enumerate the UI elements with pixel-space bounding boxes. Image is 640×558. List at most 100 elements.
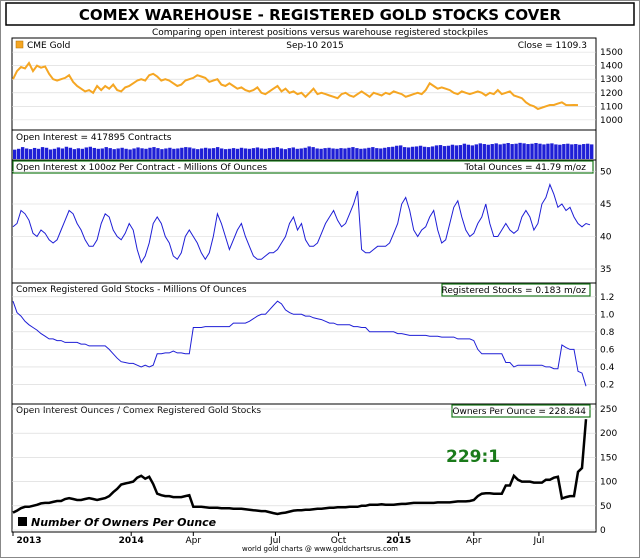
oi-bar	[128, 149, 132, 159]
registered-y-tick-label: 1.2	[600, 293, 614, 303]
oi-bar	[231, 148, 236, 159]
oi-bar	[418, 145, 423, 159]
oi-bar	[494, 143, 498, 159]
oi-bar	[466, 144, 471, 159]
gold-label: CME Gold	[27, 41, 70, 51]
oi-label: Open Interest = 417895 Contracts	[16, 133, 172, 143]
ratio-annotation: 229:1	[446, 447, 500, 467]
oi-bar	[335, 148, 339, 159]
x-tick-label: Apr	[466, 536, 482, 546]
oi-bar	[514, 143, 518, 159]
oi-bar	[152, 147, 156, 159]
oi-bar	[120, 147, 124, 159]
oi-bar	[96, 148, 100, 159]
oi-bar	[343, 148, 347, 159]
oi-bar	[13, 149, 17, 159]
oi-bar	[319, 148, 323, 159]
oi-bar	[227, 148, 232, 159]
oi-bar	[363, 148, 367, 159]
oi-bar	[558, 144, 562, 159]
oi-bar	[16, 148, 21, 159]
oi-bar	[40, 147, 45, 159]
panel-registered: Comex Registered Gold Stocks - Millions …	[12, 283, 615, 390]
oi-bar	[219, 148, 224, 159]
owners-y-tick-label: 150	[600, 453, 617, 463]
oi-bar	[546, 143, 550, 159]
oi-bar	[148, 147, 152, 159]
oi-bar	[379, 148, 383, 159]
oi-bar	[263, 148, 268, 159]
oi-bar	[446, 145, 451, 159]
registered-total: Registered Stocks = 0.183 m/oz	[442, 286, 587, 296]
oi-bar	[164, 148, 168, 159]
oi-bar	[295, 148, 299, 159]
oi-bar	[395, 145, 399, 159]
oi-bar	[490, 144, 494, 159]
oi-bar	[271, 147, 276, 159]
oi-bar	[92, 147, 96, 159]
gold-y-tick-label: 1500	[600, 48, 623, 58]
registered-line	[12, 300, 587, 387]
oi-bar	[259, 148, 264, 159]
oi-bar	[104, 147, 108, 159]
oi-bar	[450, 144, 455, 159]
oi-bar	[243, 148, 248, 159]
oi-bar	[530, 143, 534, 159]
oi-bar	[331, 148, 335, 159]
oi-ounces-label: Open Interest x 100oz Per Contract - Mil…	[16, 163, 267, 173]
oi-bar	[172, 148, 176, 159]
oi-bar	[458, 145, 463, 159]
oi-bar	[590, 144, 594, 159]
oi_ounces-y-tick-label: 45	[600, 200, 611, 210]
oi-bar	[267, 148, 272, 159]
oi-bar	[502, 143, 506, 159]
oi-bar	[239, 147, 244, 159]
registered-y-tick-label: 0.6	[600, 345, 615, 355]
oi-ounces-header-box	[12, 160, 594, 174]
oi-bar	[283, 149, 287, 159]
gold-y-tick-label: 1000	[600, 116, 623, 126]
oi-ounces-line	[12, 183, 591, 264]
oi-bar	[410, 146, 415, 159]
oi-bar	[387, 147, 391, 159]
owners-legend-swatch	[18, 517, 27, 526]
oi-bar	[88, 146, 92, 159]
chart-title: COMEX WAREHOUSE - REGISTERED GOLD STOCKS…	[79, 6, 562, 24]
oi-bar	[215, 147, 220, 159]
oi-bar	[498, 144, 502, 159]
oi-bar	[223, 149, 228, 159]
oi-bar	[303, 147, 307, 159]
oi-bar	[184, 147, 188, 159]
gold-date: Sep-10 2015	[286, 41, 343, 51]
oi-bar	[586, 143, 590, 159]
oi-bar	[156, 148, 160, 159]
oi-bar	[255, 147, 260, 159]
oi-bars	[13, 142, 594, 159]
oi-bar	[554, 144, 558, 159]
oi-bar	[160, 149, 164, 159]
oi-bar	[140, 148, 144, 159]
oi-bar	[307, 146, 311, 159]
registered-gridlines	[12, 296, 596, 385]
x-tick-label: Jul	[532, 536, 544, 546]
oi-bar	[562, 144, 566, 159]
oi-bar	[247, 148, 252, 159]
owners-total: Owners Per Ounce = 228.844	[452, 407, 586, 417]
oi-bar	[323, 148, 327, 159]
oi-bar	[80, 148, 85, 159]
oi-bar	[180, 147, 184, 159]
owners-legend: Number Of Owners Per Ounce	[31, 516, 217, 529]
owners-y-tick-label: 50	[600, 502, 612, 512]
oi-ounces-gridlines	[12, 171, 596, 270]
oi-bar	[538, 143, 542, 159]
oi-bar	[454, 145, 459, 159]
owners-y-tick-label: 0	[600, 526, 606, 536]
oi-bar	[534, 143, 538, 159]
oi-bar	[566, 143, 570, 159]
oi-bar	[442, 146, 447, 159]
oi-bar	[422, 146, 427, 159]
oi-bar	[402, 147, 407, 159]
oi-bar	[144, 148, 148, 159]
oi-bar	[188, 147, 192, 159]
registered-y-tick-label: 0.2	[600, 380, 614, 390]
